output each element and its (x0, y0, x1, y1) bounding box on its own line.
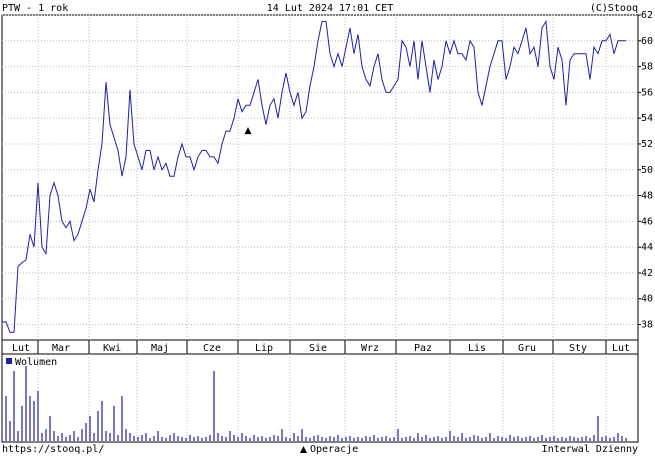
y-tick-label: 54 (641, 113, 653, 124)
x-tick-label: Paz (414, 343, 432, 354)
x-tick-label: Lut (612, 343, 630, 354)
x-tick-label: Lut (12, 343, 30, 354)
x-tick-label: Gru (518, 343, 536, 354)
y-tick-label: 58 (641, 62, 653, 73)
x-tick-label: Lip (255, 343, 273, 354)
y-tick-label: 52 (641, 139, 653, 150)
x-tick-label: Cze (203, 343, 221, 354)
y-tick-label: 50 (641, 165, 653, 176)
y-tick-label: 56 (641, 87, 653, 98)
y-tick-label: 46 (641, 216, 653, 227)
x-tick-label: Mar (52, 343, 70, 354)
interval: Interwal Dzienny (542, 444, 638, 455)
x-tick-label: Maj (151, 343, 169, 354)
volume-legend: Wolumen (15, 357, 57, 368)
y-tick-label: 60 (641, 36, 653, 47)
volume-legend-swatch (6, 358, 12, 364)
y-tick-label: 62 (641, 10, 653, 21)
chart-title: PTW - 1 rok (2, 3, 68, 14)
x-tick-label: Wrz (361, 343, 379, 354)
operations-legend: Operacje (310, 444, 358, 455)
y-tick-label: 44 (641, 242, 653, 253)
x-tick-label: Sie (309, 343, 327, 354)
operation-marker (244, 127, 252, 135)
operations-icon (300, 446, 307, 453)
x-tick-label: Kwi (103, 343, 121, 354)
copyright: (C)Stooq (590, 3, 638, 14)
y-tick-label: 48 (641, 191, 653, 202)
volume-frame (1, 353, 639, 443)
y-tick-label: 42 (641, 268, 653, 279)
chart-date: 14 Lut 2024 17:01 CET (267, 3, 393, 14)
price-line (2, 19, 626, 333)
y-tick-label: 40 (641, 294, 653, 305)
x-tick-label: Sty (569, 343, 587, 354)
y-tick-label: 38 (641, 320, 653, 331)
x-tick-label: Lis (468, 343, 486, 354)
source: https://stooq.pl/ (2, 444, 104, 455)
